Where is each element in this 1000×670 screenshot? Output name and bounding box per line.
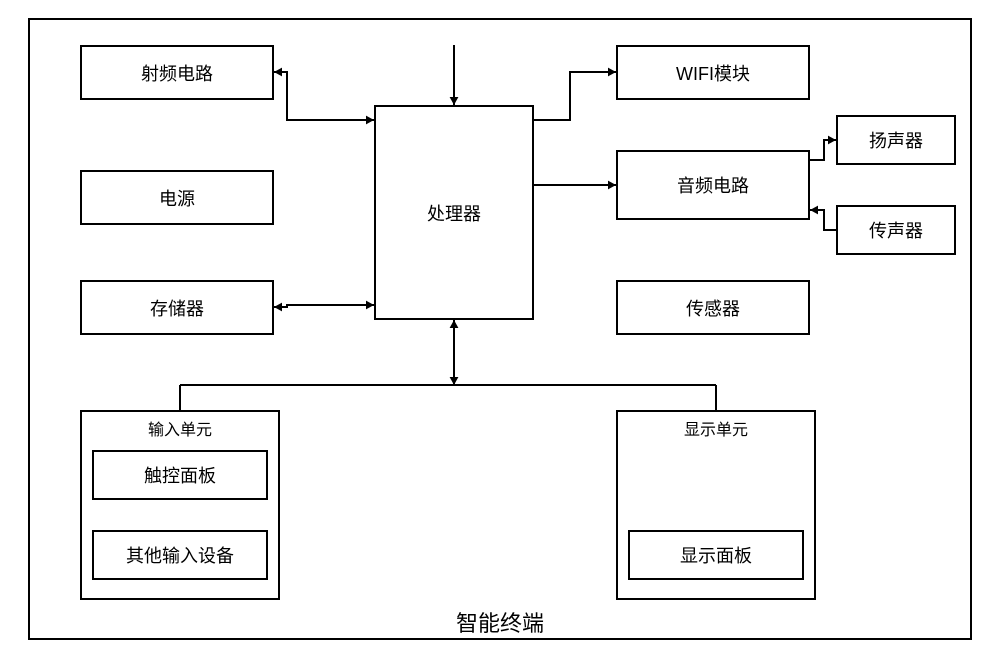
diagram-canvas: 处理器 射频电路电源存储器 WIFI模块音频电路 扬声器传声器传感器输入单元触控面板其… [0, 0, 1000, 670]
module-mic: 传声器 [836, 205, 956, 255]
module-sensor: 传感器 [616, 280, 810, 335]
module-wifi: WIFI模块 [616, 45, 810, 100]
module-audio-label: 音频电路 [677, 172, 749, 198]
module-sensor-label: 传感器 [686, 295, 740, 321]
unit-input-other_input-label: 其他输入设备 [126, 542, 234, 568]
module-mic-label: 传声器 [869, 217, 923, 243]
module-power-label: 电源 [159, 185, 195, 211]
module-speaker-label: 扬声器 [869, 127, 923, 153]
module-speaker: 扬声器 [836, 115, 956, 165]
module-processor-label: 处理器 [427, 200, 481, 226]
module-rf: 射频电路 [80, 45, 274, 100]
unit-input-other_input: 其他输入设备 [92, 530, 268, 580]
module-memory: 存储器 [80, 280, 274, 335]
module-audio: 音频电路 [616, 150, 810, 220]
unit-display-title: 显示单元 [616, 416, 816, 440]
module-processor: 处理器 [374, 105, 534, 320]
module-rf-label: 射频电路 [141, 60, 213, 86]
unit-display-display_panel: 显示面板 [628, 530, 804, 580]
unit-input-touch_panel-label: 触控面板 [144, 462, 216, 488]
module-power: 电源 [80, 170, 274, 225]
diagram-title-text: 智能终端 [456, 611, 544, 636]
diagram-title: 智能终端 [0, 606, 1000, 638]
unit-input-title: 输入单元 [80, 416, 280, 440]
module-memory-label: 存储器 [150, 295, 204, 321]
module-wifi-label: WIFI模块 [676, 60, 750, 86]
unit-input-touch_panel: 触控面板 [92, 450, 268, 500]
unit-display-display_panel-label: 显示面板 [680, 542, 752, 568]
